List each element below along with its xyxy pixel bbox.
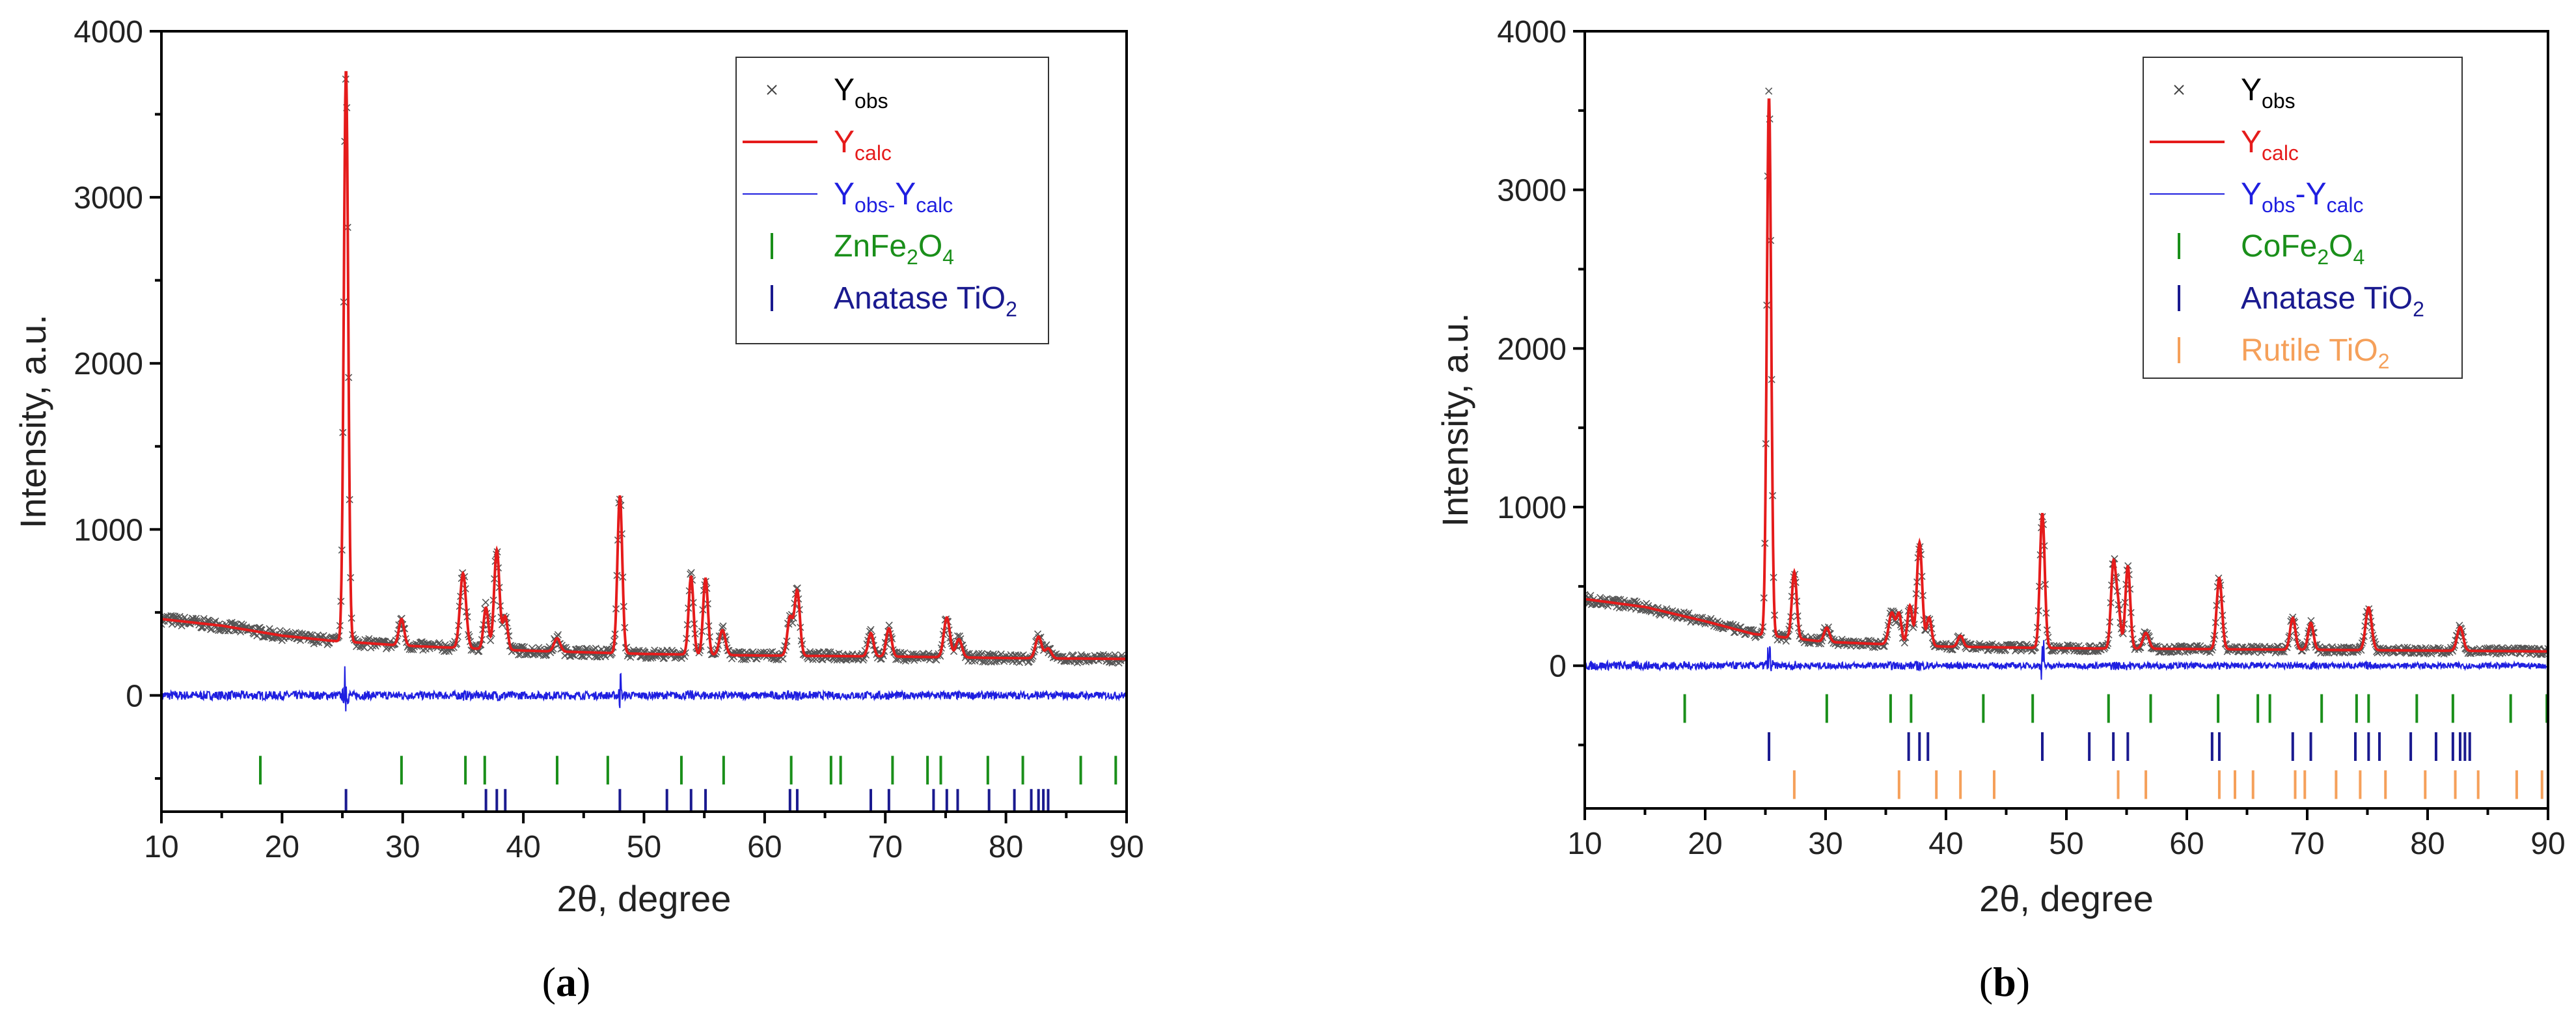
- plot-area: [161, 71, 1127, 812]
- legend-label-yobs-ycalc: Yobs-Ycalc: [2241, 177, 2364, 217]
- bragg-ticks-znfe2o4: [259, 756, 1117, 785]
- series-ycalc: [1585, 98, 2548, 653]
- y-tick-label: 3000: [74, 181, 143, 215]
- x-tick-label: 90: [1109, 830, 1144, 864]
- x-axis: 10 20 30 40 50 60 70 80 90: [144, 812, 1144, 864]
- y-tick-label: 1000: [74, 513, 143, 547]
- legend-label-anatase-tio2: Anatase TiO2: [834, 281, 1017, 321]
- legend-label-yobs-ycalc: Yobs-Ycalc: [834, 177, 953, 217]
- chart-panel-b: 10 20 30 40 50 60 70 80 90 2θ, degree 0 1000 2000 300…: [1434, 15, 2566, 1005]
- legend-label-yobs: Yobs: [834, 73, 888, 113]
- legend-box: [2143, 57, 2463, 379]
- legend: Yobs Ycalc Yobs-Ycalc ZnFe2O4 Anatase TiO2: [735, 57, 1049, 344]
- x-tick-label: 40: [506, 830, 540, 864]
- bragg-ticks-cofe2o4: [1683, 694, 2548, 723]
- legend-yobs-symbol: [2174, 85, 2184, 95]
- x-tick-label: 70: [868, 830, 903, 864]
- x-tick-label: 30: [1808, 827, 1843, 861]
- y-tick-label: 2000: [74, 347, 143, 381]
- x-tick-label: 80: [2410, 827, 2445, 861]
- legend-label-yobs: Yobs: [2241, 73, 2295, 113]
- chart-panel-a: 10 20 30 40 50 60 70 80 90 2θ, degree 0 1000 2000 300…: [12, 15, 1144, 1005]
- x-tick-label: 90: [2530, 827, 2565, 861]
- y-axis-label: Intensity, a.u.: [1434, 313, 1475, 527]
- plot-area: [1585, 87, 2548, 799]
- x-tick-label: 10: [144, 830, 178, 864]
- bragg-ticks-anatase-tio2: [1768, 732, 2471, 761]
- y-axis-label: Intensity, a.u.: [12, 314, 53, 529]
- x-tick-label: 70: [2290, 827, 2324, 861]
- x-tick-label: 50: [627, 830, 661, 864]
- y-tick-label: 0: [1549, 650, 1567, 684]
- legend-label-anatase-tio2: Anatase TiO2: [2241, 281, 2424, 321]
- y-axis: 0 1000 2000 3000 4000: [1497, 15, 1585, 747]
- x-tick-label: 30: [385, 830, 420, 864]
- y-tick-label: 4000: [74, 15, 143, 49]
- legend-box: [735, 57, 1049, 344]
- y-tick-label: 4000: [1497, 15, 1567, 49]
- x-axis-label: 2θ, degree: [557, 878, 732, 919]
- legend-label-cofe2o4: CoFe2O4: [2241, 229, 2364, 269]
- panel-label-b: (b): [1979, 959, 2030, 1005]
- x-tick-label: 60: [747, 830, 782, 864]
- y-tick-label: 1000: [1497, 491, 1567, 525]
- series-yobs-ycalc: [1585, 640, 2548, 680]
- series-ycalc: [161, 71, 1127, 661]
- x-tick-label: 40: [1928, 827, 1963, 861]
- x-tick-label: 80: [989, 830, 1023, 864]
- x-tick-label: 60: [2169, 827, 2204, 861]
- x-axis: 10 20 30 40 50 60 70 80 90: [1567, 808, 2566, 861]
- panel-label-a: (a): [542, 959, 591, 1005]
- y-tick-label: 0: [126, 679, 143, 713]
- legend-label-ycalc: Ycalc: [2241, 125, 2299, 165]
- y-tick-label: 3000: [1497, 174, 1567, 208]
- x-tick-label: 50: [2049, 827, 2083, 861]
- x-tick-label: 10: [1567, 827, 1602, 861]
- bragg-ticks-anatase-tio2: [344, 789, 1050, 812]
- legend-label-znfe2o4: ZnFe2O4: [834, 229, 954, 269]
- y-axis: 0 1000 2000 3000 4000: [74, 15, 161, 780]
- legend: Yobs Ycalc Yobs-Ycalc CoFe2O4 Anatase TiO2 Ru…: [2143, 57, 2463, 379]
- legend-label-rutile-tio2: Rutile TiO2: [2241, 333, 2390, 373]
- x-tick-label: 20: [265, 830, 299, 864]
- series-yobs-ycalc: [161, 666, 1127, 711]
- x-tick-label: 20: [1688, 827, 1722, 861]
- x-axis-label: 2θ, degree: [1979, 878, 2154, 919]
- bragg-ticks-rutile-tio2: [1792, 770, 2543, 799]
- legend-yobs-symbol: [767, 85, 777, 95]
- y-tick-label: 2000: [1497, 332, 1567, 366]
- legend-label-ycalc: Ycalc: [834, 125, 892, 165]
